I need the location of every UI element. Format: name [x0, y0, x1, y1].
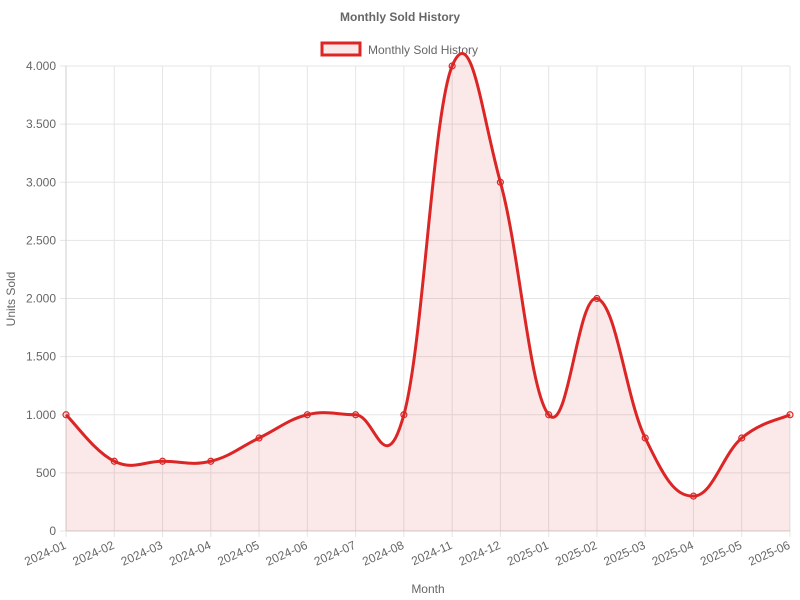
x-tick-label: 2024-12 [457, 538, 503, 569]
data-point [593, 294, 601, 303]
legend-label: Monthly Sold History [368, 43, 478, 57]
data-point [786, 411, 794, 419]
data-point [303, 411, 311, 419]
x-tick-label: 2025-05 [698, 538, 744, 569]
data-point [738, 434, 746, 442]
data-point [689, 492, 698, 500]
y-tick-label: 1.000 [26, 408, 56, 422]
x-tick-label: 2024-06 [264, 538, 310, 569]
y-tick-label: 0 [49, 524, 56, 538]
x-tick-label: 2024-08 [360, 538, 406, 569]
data-point [496, 178, 504, 186]
data-point [158, 457, 167, 465]
x-tick-label: 2025-03 [601, 538, 647, 569]
x-tick-label: 2024-05 [215, 538, 261, 569]
y-tick-label: 2.000 [26, 292, 56, 306]
y-tick-label: 1.500 [26, 350, 56, 364]
x-tick-label: 2025-06 [746, 538, 792, 569]
data-point [62, 411, 70, 419]
x-tick-label: 2024-03 [119, 538, 165, 569]
data-point [110, 457, 118, 465]
series-line [64, 52, 791, 498]
x-axis: 2024-01 2024-02 2024-03 2024-04 2024-05 2024-… [22, 530, 793, 569]
y-tick-label: 2.500 [26, 233, 56, 247]
y-tick-label: 3.000 [26, 175, 56, 189]
x-tick-label: 2025-04 [650, 538, 696, 569]
data-point [641, 434, 649, 442]
x-tick-label: 2024-11 [409, 538, 454, 568]
chart-title: Monthly Sold History [340, 10, 460, 24]
series-area [66, 53, 790, 532]
y-tick-label: 500 [36, 466, 56, 480]
data-point [352, 411, 360, 419]
y-axis-title: Units Sold [4, 272, 18, 327]
x-tick-label: 2025-01 [505, 538, 551, 569]
data-point [545, 411, 553, 419]
data-point [255, 434, 263, 442]
x-tick-label: 2025-02 [553, 538, 599, 569]
x-axis-title: Month [411, 582, 444, 596]
x-tick-label: 2024-01 [22, 538, 68, 569]
data-point [207, 457, 215, 465]
data-point [400, 411, 408, 419]
x-tick-label: 2024-04 [167, 538, 213, 569]
data-point [448, 62, 456, 70]
x-tick-label: 2024-02 [71, 538, 117, 569]
plot-area [62, 52, 794, 532]
y-tick-label: 4.000 [26, 59, 56, 73]
x-tick-label: 2024-07 [312, 538, 358, 569]
y-tick-label: 3.500 [26, 117, 56, 131]
legend-swatch [320, 41, 362, 57]
y-axis: 0 500 1.000 1.500 2.000 2.500 3.000 3.500 4.000 [26, 59, 67, 538]
legend[interactable]: Monthly Sold History [320, 41, 478, 57]
